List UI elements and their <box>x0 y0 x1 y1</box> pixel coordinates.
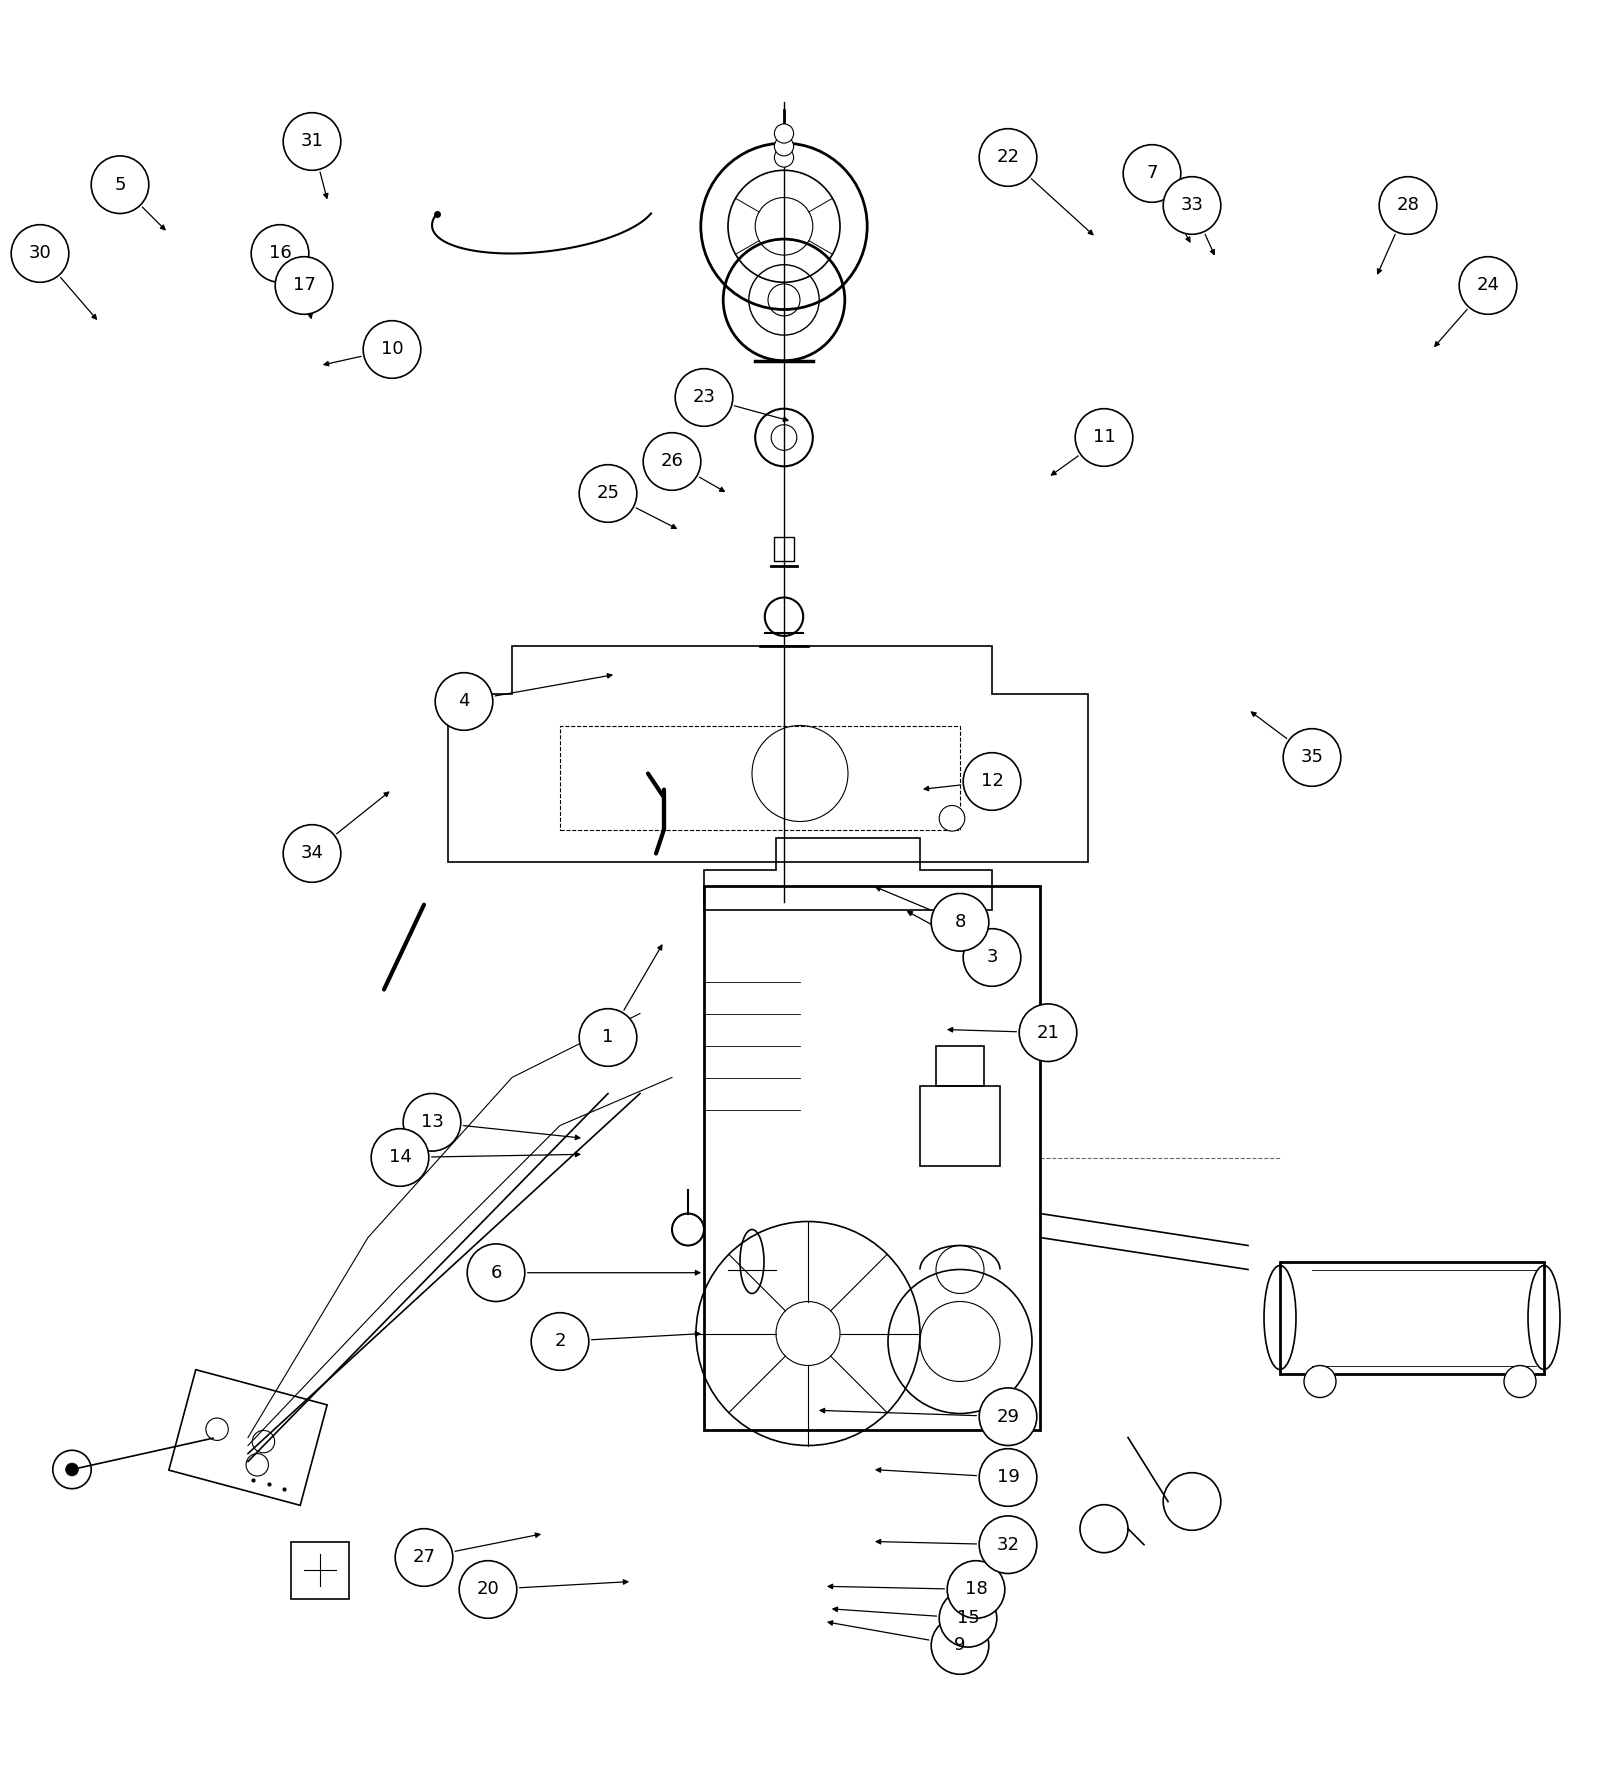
Circle shape <box>939 806 965 831</box>
Circle shape <box>91 156 149 214</box>
Text: 10: 10 <box>381 340 403 358</box>
Circle shape <box>643 432 701 491</box>
Text: 28: 28 <box>1397 197 1419 214</box>
Circle shape <box>467 1243 525 1302</box>
Circle shape <box>1163 177 1221 234</box>
Circle shape <box>979 1516 1037 1573</box>
Circle shape <box>251 225 309 282</box>
Circle shape <box>579 1009 637 1066</box>
Circle shape <box>1075 409 1133 466</box>
Circle shape <box>11 225 69 282</box>
Text: 20: 20 <box>477 1580 499 1599</box>
Text: 8: 8 <box>954 914 966 932</box>
Text: 3: 3 <box>986 949 998 967</box>
Circle shape <box>931 894 989 951</box>
Circle shape <box>1504 1365 1536 1397</box>
Text: 29: 29 <box>997 1408 1019 1426</box>
Circle shape <box>931 1617 989 1674</box>
Circle shape <box>403 1093 461 1151</box>
Circle shape <box>275 257 333 313</box>
Circle shape <box>979 129 1037 186</box>
Circle shape <box>1459 257 1517 313</box>
Circle shape <box>774 136 794 156</box>
Circle shape <box>1123 145 1181 202</box>
Circle shape <box>979 1449 1037 1507</box>
Text: 16: 16 <box>269 244 291 262</box>
Circle shape <box>1304 1365 1336 1397</box>
Circle shape <box>675 368 733 427</box>
Text: 12: 12 <box>981 772 1003 790</box>
Text: 18: 18 <box>965 1580 987 1599</box>
Text: 24: 24 <box>1477 276 1499 294</box>
Circle shape <box>283 113 341 170</box>
Circle shape <box>774 149 794 166</box>
Text: 22: 22 <box>997 149 1019 166</box>
Text: 27: 27 <box>413 1548 435 1567</box>
Circle shape <box>531 1312 589 1371</box>
Text: 34: 34 <box>301 845 323 862</box>
Text: 11: 11 <box>1093 429 1115 446</box>
Text: 6: 6 <box>490 1264 502 1282</box>
Text: 35: 35 <box>1301 749 1323 767</box>
Circle shape <box>963 753 1021 811</box>
Text: 32: 32 <box>997 1535 1019 1553</box>
Text: 15: 15 <box>957 1610 979 1628</box>
Text: 1: 1 <box>602 1029 614 1047</box>
Circle shape <box>283 825 341 882</box>
Circle shape <box>1379 177 1437 234</box>
Circle shape <box>963 928 1021 986</box>
Circle shape <box>459 1560 517 1619</box>
Text: 14: 14 <box>389 1149 411 1167</box>
Circle shape <box>1019 1004 1077 1061</box>
Text: 31: 31 <box>301 133 323 151</box>
Text: 25: 25 <box>597 485 619 503</box>
Circle shape <box>947 1560 1005 1619</box>
Text: 21: 21 <box>1037 1024 1059 1041</box>
Circle shape <box>1283 728 1341 786</box>
Circle shape <box>363 321 421 379</box>
Text: 26: 26 <box>661 453 683 471</box>
Circle shape <box>579 464 637 522</box>
Text: 7: 7 <box>1146 165 1158 182</box>
Text: 17: 17 <box>293 276 315 294</box>
Circle shape <box>435 673 493 730</box>
Circle shape <box>371 1128 429 1187</box>
Circle shape <box>395 1528 453 1587</box>
Text: 5: 5 <box>114 175 126 193</box>
Text: 33: 33 <box>1181 197 1203 214</box>
Text: 13: 13 <box>421 1114 443 1132</box>
Text: 4: 4 <box>458 692 470 710</box>
Text: 2: 2 <box>554 1332 566 1351</box>
Circle shape <box>774 124 794 143</box>
Text: 19: 19 <box>997 1468 1019 1486</box>
Circle shape <box>979 1388 1037 1445</box>
Text: 23: 23 <box>693 388 715 407</box>
Circle shape <box>939 1590 997 1647</box>
Circle shape <box>66 1463 78 1475</box>
Text: 30: 30 <box>29 244 51 262</box>
Text: 9: 9 <box>954 1636 966 1654</box>
